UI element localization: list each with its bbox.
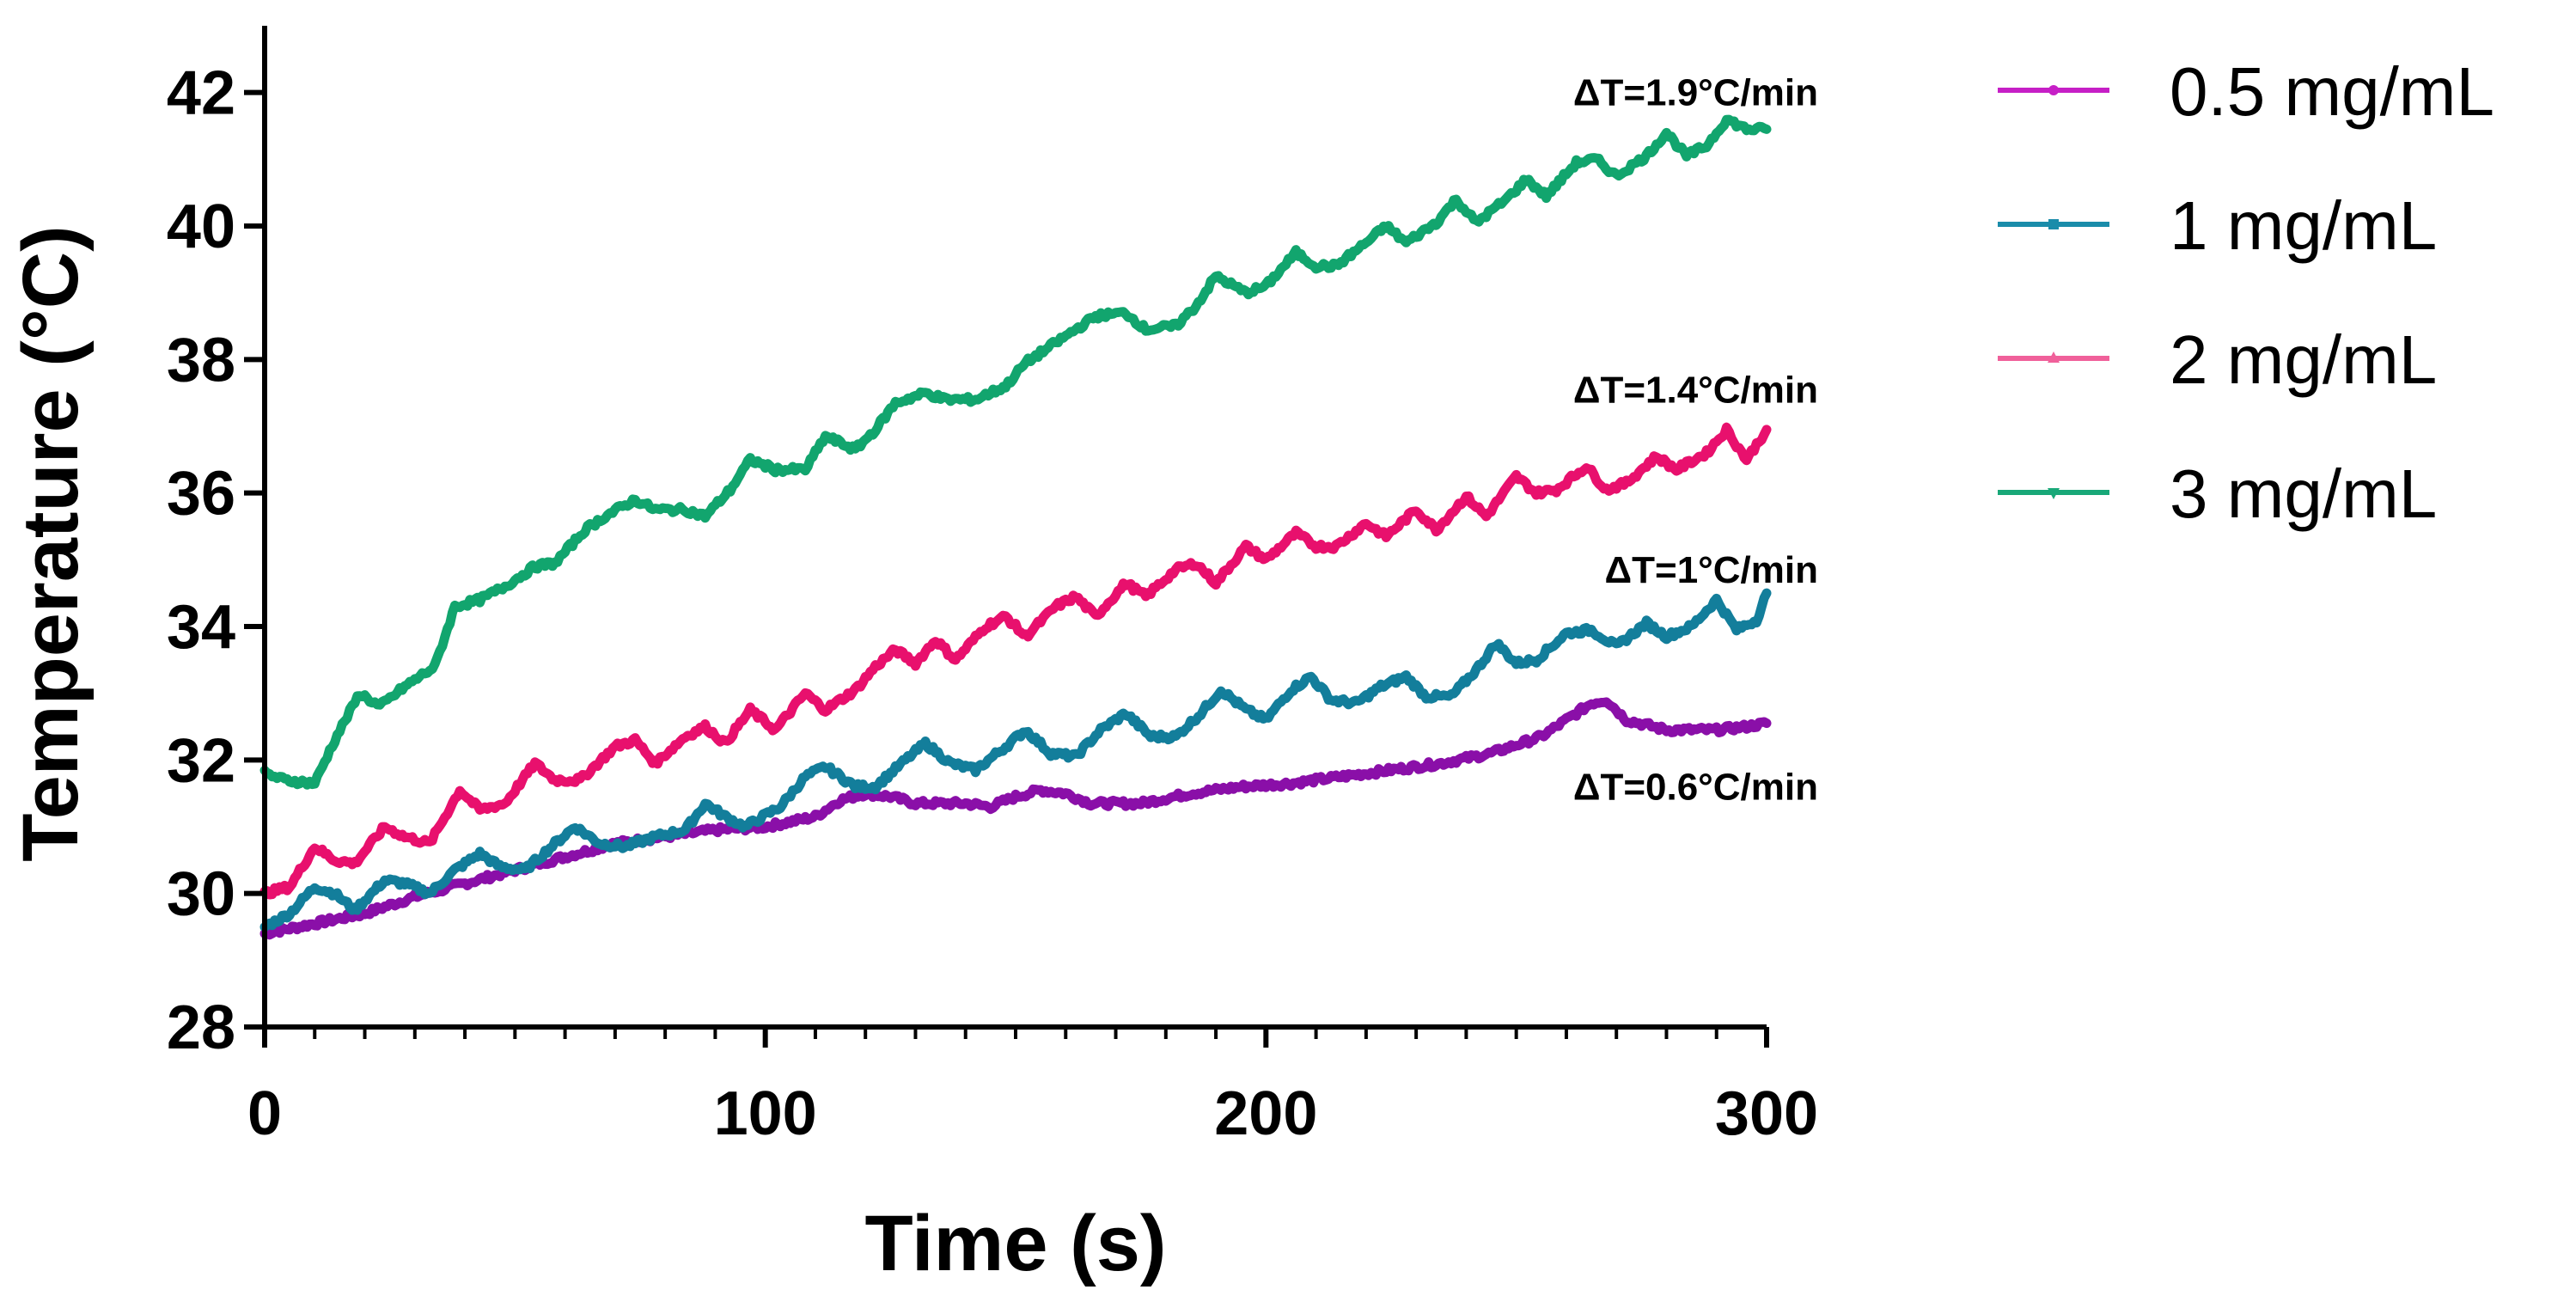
x-tick-label: 200 — [1214, 1079, 1317, 1148]
x-tick-label: 100 — [714, 1079, 817, 1148]
legend-marker — [2048, 351, 2060, 363]
series-line-3 — [259, 422, 1772, 900]
y-tick-label: 38 — [167, 326, 235, 394]
rate-annotation-4: ΔT=0.6°C/min — [1573, 766, 1818, 808]
x-tick-label: 0 — [247, 1079, 282, 1148]
legend-marker — [2048, 488, 2060, 499]
y-tick-label: 40 — [167, 193, 235, 261]
x-axis-ticks: 0 100 200 300 — [247, 1027, 1818, 1148]
y-tick-label: 36 — [167, 460, 235, 529]
rate-annotation-3: ΔT=1°C/min — [1605, 549, 1819, 591]
y-tick-label: 42 — [167, 59, 235, 128]
axes: 0 100 200 300 28 30 32 34 36 38 40 42 — [167, 26, 1818, 1148]
x-tick-label: 300 — [1715, 1079, 1818, 1148]
annotations: ΔT=1.9°C/min ΔT=1.4°C/min ΔT=1°C/min ΔT=0.6… — [1573, 72, 1818, 809]
series-line-4 — [259, 114, 1772, 790]
y-axis-ticks: 28 30 32 34 36 38 40 42 — [167, 59, 265, 1062]
rate-annotation-1: ΔT=1.9°C/min — [1573, 72, 1818, 114]
y-axis-title: Temperature (°C) — [7, 225, 95, 862]
y-tick-label: 34 — [167, 593, 235, 662]
rate-annotation-2: ΔT=1.4°C/min — [1573, 369, 1818, 411]
series-layer — [259, 114, 1772, 940]
series-line-2 — [259, 588, 1772, 932]
legend: 0.5 mg/mL 1 mg/mL 2 mg/mL 3 mg/mL — [1998, 53, 2494, 532]
legend-label: 0.5 mg/mL — [2170, 53, 2494, 130]
legend-marker — [2048, 219, 2059, 229]
legend-marker — [2048, 85, 2059, 95]
y-tick-label: 28 — [167, 993, 235, 1062]
y-tick-label: 32 — [167, 726, 235, 795]
legend-label: 3 mg/mL — [2170, 455, 2437, 532]
x-axis-title: Time (s) — [864, 1200, 1166, 1287]
legend-label: 1 mg/mL — [2170, 187, 2437, 264]
legend-label: 2 mg/mL — [2170, 321, 2437, 398]
y-tick-label: 30 — [167, 860, 235, 929]
